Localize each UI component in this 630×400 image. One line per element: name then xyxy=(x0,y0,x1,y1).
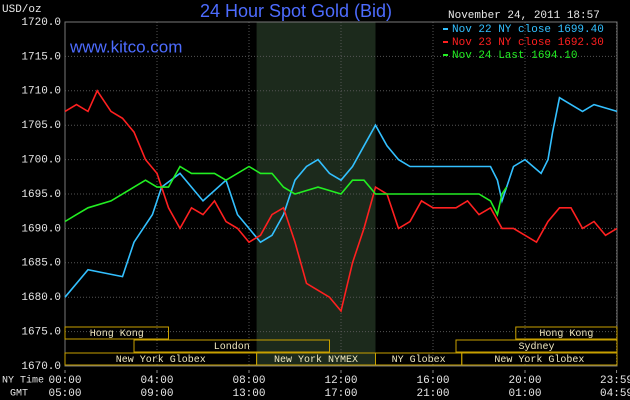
y-axis-label: USD/oz xyxy=(2,4,42,16)
y-tick-label: 1680.0 xyxy=(21,292,61,304)
legend-label: Nov 22 NY close 1699.40 xyxy=(452,24,604,36)
session-box xyxy=(455,339,618,353)
session-label: Hong Kong xyxy=(539,329,593,340)
session-label: Hong Kong xyxy=(90,329,144,340)
highlight-band xyxy=(256,22,376,366)
legend-label: Nov 23 NY close 1692.30 xyxy=(452,37,604,49)
x2-tick-label: 04:59 xyxy=(600,388,630,400)
y-tick-label: 1685.0 xyxy=(21,258,61,270)
session-box xyxy=(461,352,618,366)
x2-tick-label: 17:00 xyxy=(324,388,357,400)
session-label: NY Globex xyxy=(392,354,446,366)
session-label: London xyxy=(214,341,250,353)
y-tick-label: 1675.0 xyxy=(21,327,61,339)
y-tick-label: 1705.0 xyxy=(21,120,61,132)
x-tick-label: 00:00 xyxy=(48,375,81,387)
session-label: New York NYMEX xyxy=(274,354,358,366)
x2-tick-label: 01:00 xyxy=(508,388,541,400)
x-tick-label: 08:00 xyxy=(232,375,265,387)
x-row-label: NY Time xyxy=(2,375,44,387)
y-tick-label: 1720.0 xyxy=(21,17,61,29)
x-tick-label: 20:00 xyxy=(508,375,541,387)
series-line xyxy=(64,96,618,298)
session-label: Sydney xyxy=(518,341,554,353)
x-tick-label: 16:00 xyxy=(416,375,449,387)
y-tick-label: 1670.0 xyxy=(21,361,61,373)
x2-tick-label: 05:00 xyxy=(48,388,81,400)
y-tick-label: 1695.0 xyxy=(21,189,61,201)
chart-title: 24 Hour Spot Gold (Bid) xyxy=(200,1,392,21)
session-box xyxy=(515,326,618,340)
session-box xyxy=(133,339,330,353)
legend-label: Nov 24 Last 1694.10 xyxy=(452,50,577,62)
legend-title: November 24, 2011 18:57 xyxy=(448,10,600,22)
x-tick-label: 04:00 xyxy=(140,375,173,387)
x-row-label: GMT xyxy=(10,389,28,400)
y-tick-label: 1715.0 xyxy=(21,51,61,63)
y-tick-label: 1690.0 xyxy=(21,223,61,235)
plot-frame xyxy=(64,21,618,367)
x-tick-label: 12:00 xyxy=(324,375,357,387)
series-line xyxy=(64,89,618,313)
subtitle: www.kitco.com xyxy=(69,37,182,56)
x-tick-label: 23:59 xyxy=(600,375,630,387)
y-tick-label: 1700.0 xyxy=(21,155,61,167)
x2-tick-label: 21:00 xyxy=(416,388,449,400)
session-box xyxy=(64,326,169,340)
y-tick-label: 1710.0 xyxy=(21,86,61,98)
x2-tick-label: 13:00 xyxy=(232,388,265,400)
x2-tick-label: 09:00 xyxy=(140,388,173,400)
session-label: New York Globex xyxy=(116,354,206,366)
session-label: New York Globex xyxy=(494,354,584,366)
series-line xyxy=(64,165,508,223)
